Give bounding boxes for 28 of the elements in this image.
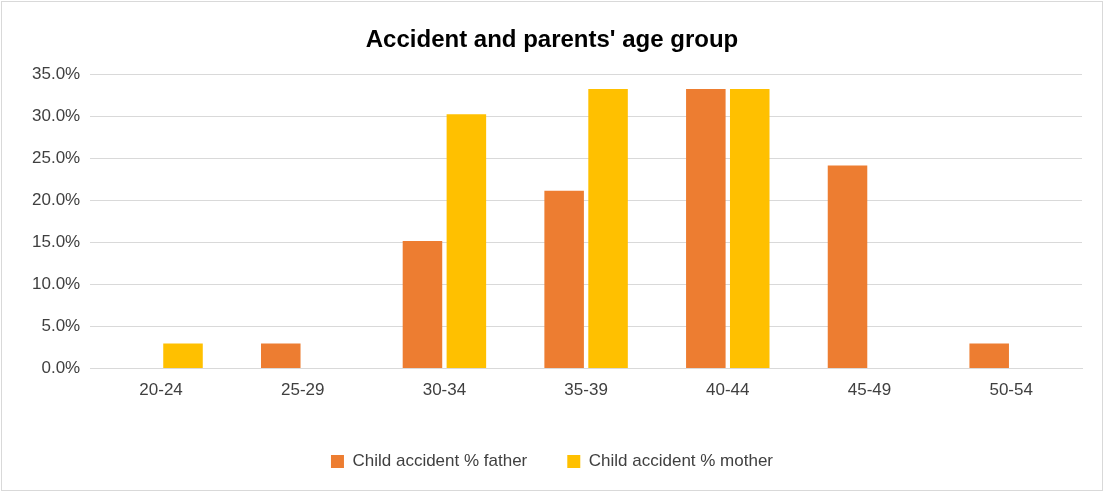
bar [402,241,443,369]
y-tick-label: 15.0% [32,232,81,252]
legend-label: Child accident % father [352,451,528,471]
x-tick-label: 30-34 [422,380,467,400]
x-tick-label: 40-44 [706,380,750,400]
x-tick-label: 20-24 [139,380,183,400]
bar [446,114,487,369]
bar [827,165,868,369]
chart-title: Accident and parents' age group [365,25,739,53]
bar [588,89,628,369]
legend-label: Child accident % mother [588,451,774,471]
y-tick-label: 0.0% [41,358,81,378]
bar [261,343,301,369]
bar [729,89,770,369]
y-tick-label: 30.0% [32,106,81,126]
bar [686,89,726,369]
bar [544,190,584,369]
y-tick-label: 25.0% [32,148,81,168]
y-tick-label: 35.0% [32,64,81,84]
bar [969,343,1009,369]
x-tick-label: 25-29 [280,380,325,400]
y-tick-label: 20.0% [32,190,81,210]
x-tick-label: 50-54 [989,380,1033,400]
y-tick-label: 5.0% [41,316,81,336]
x-tick-label: 35-39 [564,380,608,400]
bar [163,343,203,369]
y-tick-label: 10.0% [32,274,81,294]
x-tick-label: 45-49 [847,380,892,400]
